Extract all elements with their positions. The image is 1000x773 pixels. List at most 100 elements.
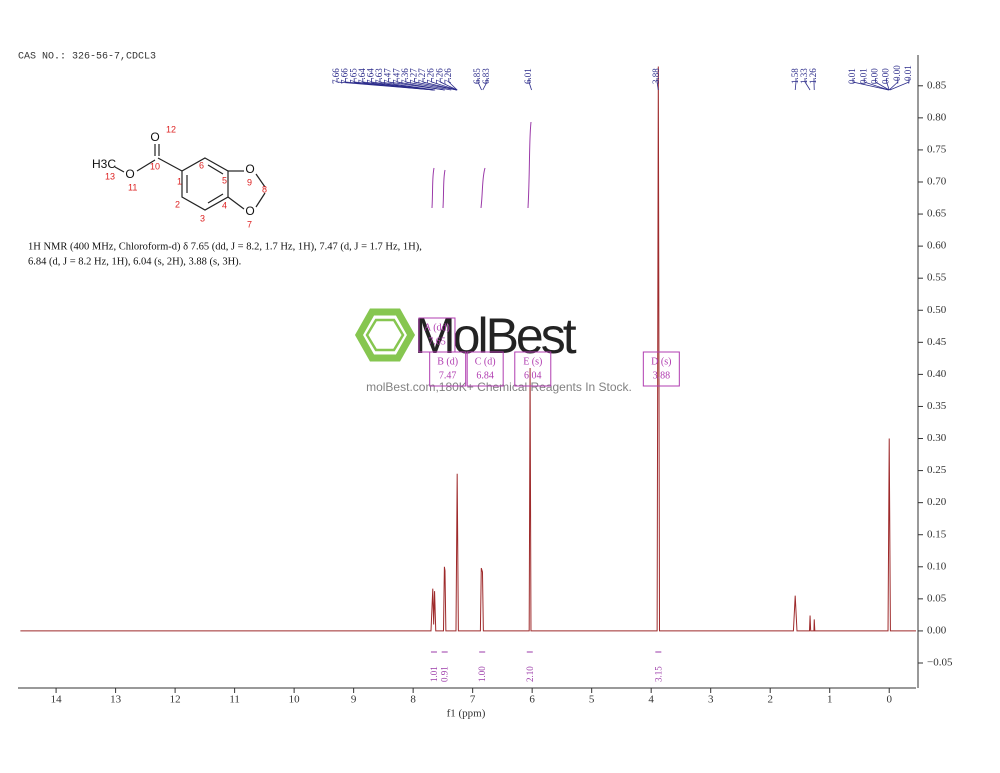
peak-label: -0.01 — [903, 65, 913, 84]
y-tick-label: 0.75 — [927, 143, 947, 155]
y-tick-label: 0.85 — [927, 79, 947, 91]
y-tick-label: 0.80 — [927, 111, 947, 123]
peak-label: 7.27 — [417, 68, 427, 84]
peak-connector — [852, 78, 889, 91]
x-tick-label: 11 — [229, 694, 240, 706]
structure — [114, 144, 266, 211]
peak-label: 6.85 — [472, 68, 482, 84]
bond — [157, 157, 183, 172]
spectrum-line — [20, 66, 916, 632]
peak-connector — [886, 78, 890, 91]
multiplet-name: B (d) — [437, 356, 458, 367]
atom-number: 6 — [199, 160, 204, 170]
peak-connector — [889, 78, 910, 91]
x-tick-label: 5 — [589, 694, 595, 706]
y-tick-label: 0.30 — [927, 432, 947, 444]
peak-connector — [422, 78, 457, 91]
peak-label: 7.26 — [426, 68, 436, 84]
integral-curve — [480, 167, 486, 209]
peak-connector — [804, 78, 811, 91]
x-tick-label: 7 — [470, 694, 476, 706]
logo-hexagon — [354, 308, 416, 362]
peak-connector — [370, 78, 435, 91]
atom-symbol: O — [245, 162, 254, 176]
cas-number: CAS NO.: 326-56-7,CDCL3 — [18, 52, 156, 63]
peak-connector — [477, 78, 482, 91]
bond — [207, 193, 224, 204]
x-tick-label: 8 — [410, 694, 416, 706]
peak-connector — [656, 78, 659, 91]
peak-connector — [405, 78, 452, 91]
atom-symbol: O — [125, 167, 134, 181]
x-tick-label: 6 — [529, 694, 535, 706]
peak-label: 7.26 — [443, 68, 453, 84]
y-tick-label: 0.65 — [927, 208, 947, 220]
peak-label: 1.58 — [790, 68, 800, 84]
peak-label: 0.01 — [858, 68, 868, 84]
peak-connector — [388, 78, 445, 91]
multiplet-name: E (s) — [523, 356, 542, 367]
watermark-tagline: molBest.com,180K+ Chemical Reagents In S… — [366, 380, 632, 394]
atom-number: 10 — [150, 161, 160, 171]
peak-label: 0.01 — [847, 68, 857, 84]
peak-connector — [482, 78, 488, 91]
integral-curve — [442, 169, 446, 209]
multiplet-box — [429, 351, 467, 387]
multiplet-name: D (s) — [651, 356, 671, 367]
peak-connector — [794, 78, 797, 91]
peak-label: 7.66 — [331, 68, 341, 84]
peak-label: 3.88 — [651, 68, 661, 84]
peak-connector — [863, 78, 889, 91]
multiplet-shift: 6.84 — [476, 370, 494, 381]
x-tick-label: 4 — [648, 694, 654, 706]
bond — [114, 166, 125, 173]
y-tick-label: 0.25 — [927, 464, 947, 476]
bond — [207, 164, 224, 175]
peak-connector — [379, 78, 436, 91]
multiplet-box — [466, 351, 504, 387]
y-tick-label: 0.05 — [927, 592, 947, 604]
y-tick-label: 0.60 — [927, 240, 947, 252]
peak-connector — [528, 78, 532, 91]
atom-number: 5 — [222, 175, 227, 185]
peak-connector — [439, 78, 458, 91]
peak-connector — [888, 78, 899, 91]
peak-label: 7.47 — [383, 68, 393, 84]
multiplet-box — [642, 351, 680, 387]
bond — [255, 192, 266, 208]
integral-label: 1.01 — [429, 666, 439, 682]
y-tick-label: 0.00 — [927, 624, 947, 636]
peak-label: 7.64 — [365, 68, 375, 84]
x-axis-label: f1 (ppm) — [447, 708, 486, 720]
atom-number: 7 — [247, 219, 252, 229]
peak-label: 7.26 — [434, 68, 444, 84]
integral-label: 3.15 — [653, 666, 663, 682]
multiplet-name: C (d) — [475, 356, 496, 367]
peak-label: 7.64 — [357, 68, 367, 84]
peak-label: 7.66 — [340, 68, 350, 84]
peak-label: 7.27 — [408, 68, 418, 84]
x-tick-label: 3 — [708, 694, 714, 706]
multiplet-box — [514, 351, 552, 387]
y-tick-label: 0.55 — [927, 272, 947, 284]
nmr-description: 6.84 (d, J = 8.2 Hz, 1H), 6.04 (s, 2H), … — [28, 256, 241, 267]
integral-curves — [431, 121, 532, 209]
peak-label: 0.00 — [869, 68, 879, 84]
x-tick-label: 13 — [110, 694, 122, 706]
integral-label: 1.00 — [477, 666, 487, 682]
atom-number: 1 — [177, 176, 182, 186]
y-tick-label: 0.70 — [927, 176, 947, 188]
y-tick-label: 0.40 — [927, 368, 947, 380]
peak-label: 7.63 — [374, 68, 384, 84]
peak-label: 6.83 — [481, 68, 491, 84]
integral-curve — [431, 167, 435, 209]
peak-connector — [431, 78, 458, 91]
atom-number: 4 — [222, 200, 227, 210]
y-tick-label: −0.05 — [927, 657, 953, 669]
peak-label: 7.36 — [400, 68, 410, 84]
bond — [227, 196, 245, 210]
nmr-description: 1H NMR (400 MHz, Chloroform-d) δ 7.65 (d… — [28, 241, 422, 252]
atom-number: 13 — [105, 171, 115, 181]
y-tick-label: 0.45 — [927, 336, 947, 348]
x-tick-label: 9 — [351, 694, 357, 706]
